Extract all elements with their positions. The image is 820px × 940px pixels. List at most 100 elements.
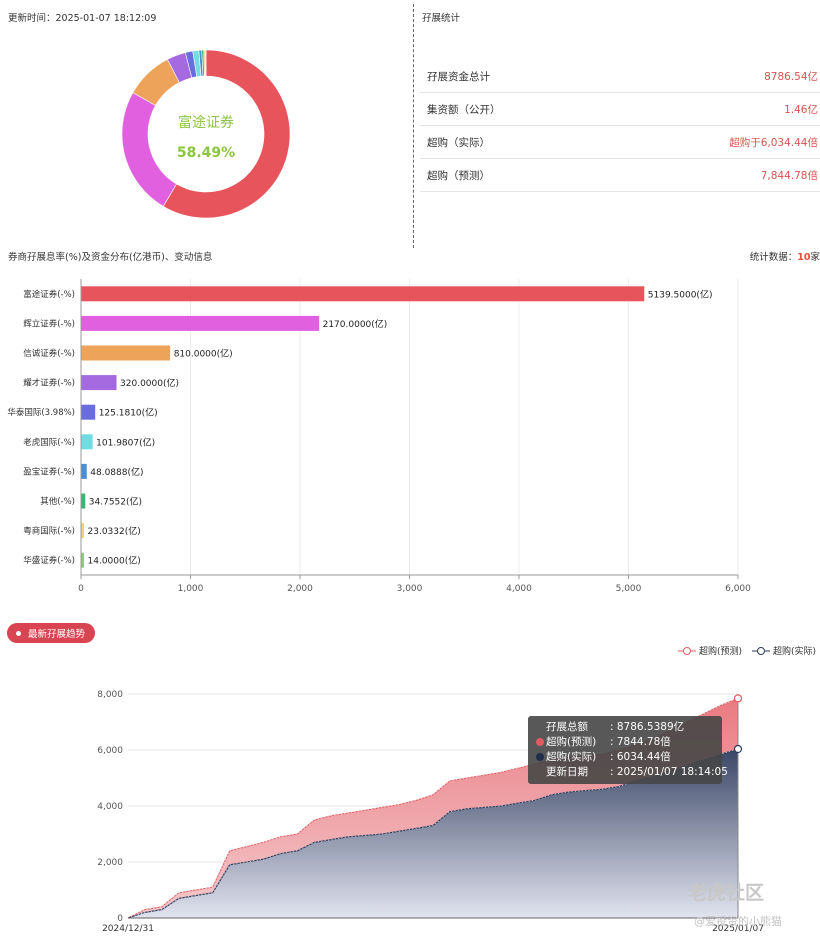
tooltip-value: : 7844.78倍 (610, 736, 671, 748)
bar[interactable] (81, 345, 171, 361)
stats-label: 孖展资金总计 (427, 70, 490, 83)
bar-x-tick-label: 1,000 (178, 584, 204, 594)
stats-value: 8786.54亿 (764, 70, 818, 83)
bar[interactable] (81, 375, 117, 391)
bar-x-tick-label: 5,000 (616, 584, 642, 594)
tooltip-value: : 2025/01/07 18:14:05 (610, 765, 728, 778)
bar-value-label: 14.0000(亿) (88, 555, 141, 567)
bar-section-count: 统计数据：10家 (750, 249, 820, 263)
donut-slice[interactable] (204, 49, 207, 77)
bar[interactable] (81, 552, 85, 568)
stats-value: 1.46亿 (784, 103, 818, 116)
tooltip-key: 超购(预测) (546, 736, 597, 748)
actual-line-dots (127, 748, 739, 919)
donut-center-name: 富途证券 (178, 114, 234, 131)
broker-bar-chart[interactable]: 0 1,000 2,000 3,000 4,000 5,000 6,000 富途证券(-%) 5… (0, 270, 820, 600)
bar-value-label: 320.0000(亿) (120, 377, 179, 389)
trend-tooltip: 孖展总额 : 8786.5389亿 超购(预测) : 7844.78倍 超购(实际)… (528, 716, 728, 784)
bar-category-label: 老虎国际(-%) (23, 437, 75, 448)
bar[interactable] (81, 434, 93, 450)
trend-badge-label: 最新孖展趋势 (28, 629, 86, 640)
trend-legend: 超购(预测) 超购(实际) (677, 644, 816, 657)
legend-forecast-label: 超购(预测) (698, 647, 742, 657)
bar-value-label: 5139.5000(亿) (648, 288, 713, 300)
bar-x-tick-label: 6,000 (725, 584, 751, 594)
stats-label: 集资额（公开） (427, 103, 501, 116)
stats-label: 超购（预测） (427, 169, 490, 182)
watermark-author: @爱投资的小熊猫 (694, 915, 782, 928)
stats-row-actual: 超购（实际） 超购于6,034.44倍 (420, 126, 820, 159)
bar[interactable] (81, 463, 87, 479)
stats-table: 孖展资金总计 8786.54亿 集资额（公开） 1.46亿 超购（实际） 超购于… (420, 60, 820, 192)
tooltip-value: : 8786.5389亿 (610, 721, 685, 733)
legend-forecast-icon (677, 646, 696, 655)
forecast-endpoint[interactable] (733, 694, 743, 703)
tooltip-key: 更新日期 (546, 766, 588, 778)
bar-category-label: 华盛证券(-%) (23, 555, 75, 566)
stats-value: 超购于6,034.44倍 (729, 136, 818, 149)
stats-row-total: 孖展资金总计 8786.54亿 (420, 60, 820, 93)
stats-value: 7,844.78倍 (760, 169, 818, 182)
tooltip-key: 孖展总额 (546, 721, 588, 733)
bar-category-label: 富途证券(-%) (23, 289, 75, 300)
stats-title: 孖展统计 (422, 13, 461, 24)
bar-value-label: 810.0000(亿) (174, 348, 233, 360)
legend-actual-label: 超购(实际) (772, 647, 816, 657)
legend-forecast[interactable]: 超购(预测) (677, 644, 742, 657)
watermark-logo: 老虎社区 (688, 882, 765, 904)
stats-row-forecast: 超购（预测） 7,844.78倍 (420, 159, 820, 192)
bar-category-label: 耀才证券(-%) (23, 378, 75, 389)
bar-value-label: 101.9807(亿) (96, 436, 155, 448)
bar-category-label: 信诚证券(-%) (23, 348, 75, 359)
legend-actual[interactable]: 超购(实际) (751, 644, 816, 657)
area-y-tick-label: 0 (117, 914, 123, 924)
stats-row-raise: 集资额（公开） 1.46亿 (420, 93, 820, 126)
donut-center-pct: 58.49% (177, 145, 235, 161)
count-unit: 家 (810, 252, 820, 263)
broker-donut-chart[interactable]: 富途证券 58.49% (110, 38, 302, 230)
bar[interactable] (81, 493, 86, 509)
section-divider (413, 4, 414, 248)
actual-endpoint[interactable] (733, 744, 743, 754)
bar[interactable] (81, 315, 320, 331)
area-y-tick-label: 4,000 (97, 802, 123, 812)
tooltip-row: 超购(预测) : 7844.78倍 (536, 734, 722, 749)
count-label: 统计数据： (749, 252, 798, 263)
area-x-label-start: 2024/12/31 (102, 924, 154, 934)
trend-badge[interactable]: 最新孖展趋势 (7, 623, 96, 643)
bar[interactable] (81, 523, 85, 539)
area-y-tick-label: 2,000 (97, 858, 123, 868)
tooltip-key: 超购(实际) (546, 751, 597, 763)
trend-area-chart[interactable]: 0 2,000 4,000 6,000 8,000 2024/12/31 2025/01/0… (0, 660, 820, 940)
area-x-label-end: 2025/01/07 (712, 924, 764, 934)
bar-category-label: 盈宝证券(-%) (23, 466, 75, 477)
count-value: 10 (797, 252, 811, 263)
stats-label: 超购（实际） (427, 136, 490, 149)
badge-dot-icon (16, 630, 21, 636)
bar-value-label: 23.0332(亿) (88, 525, 141, 537)
tooltip-row: 更新日期 : 2025/01/07 18:14:05 (536, 764, 728, 779)
tooltip-forecast-dot-icon (536, 737, 544, 746)
tooltip-row: 孖展总额 : 8786.5389亿 (536, 719, 722, 734)
bar-value-label: 125.1810(亿) (99, 407, 158, 419)
tooltip-spacer (536, 768, 544, 776)
donut-slice[interactable] (121, 92, 177, 207)
bar-value-label: 2170.0000(亿) (323, 318, 388, 330)
tooltip-value: : 6034.44倍 (610, 751, 671, 763)
bar-category-label: 其他(-%) (40, 496, 75, 507)
bar-value-label: 48.0888(亿) (90, 466, 143, 478)
tooltip-row: 超购(实际) : 6034.44倍 (536, 749, 722, 764)
actual-area (128, 749, 738, 918)
bar-value-label: 34.7552(亿) (89, 496, 142, 508)
tooltip-actual-dot-icon (536, 752, 544, 761)
tooltip-spacer (536, 723, 544, 731)
update-time: 更新时间：2025-01-07 18:12:09 (8, 13, 157, 24)
bar-category-label: 辉立证券(-%) (23, 318, 75, 329)
donut-slice[interactable] (162, 49, 291, 219)
bar-category-label: 华泰国际(3.98%) (7, 407, 75, 418)
bar-x-tick-label: 2,000 (287, 584, 313, 594)
area-y-tick-label: 6,000 (97, 746, 123, 756)
bar[interactable] (81, 286, 645, 302)
bar-x-tick-label: 0 (78, 584, 84, 594)
bar[interactable] (81, 404, 96, 420)
